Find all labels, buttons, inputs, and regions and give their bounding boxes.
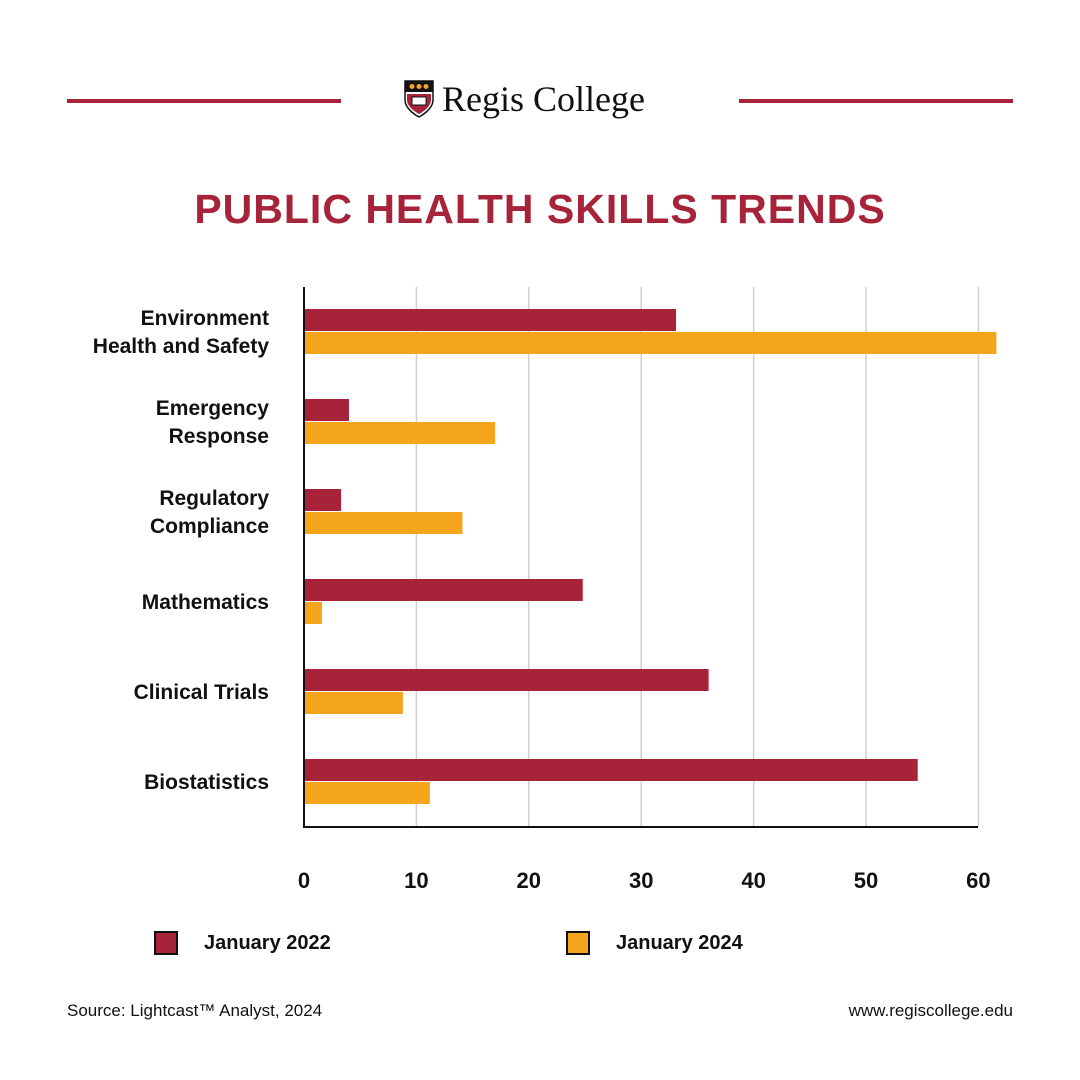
legend-swatch-2022 [154,931,178,955]
x-tick-label: 60 [966,868,990,893]
bar-2024 [304,602,322,624]
header-rule-right [739,99,1013,103]
category-label: Biostatistics [144,771,269,794]
category-label: Clinical Trials [134,681,269,704]
chart-title: PUBLIC HEALTH SKILLS TRENDS [194,186,886,232]
bar-2024 [304,422,496,444]
category-label: Regulatory [159,487,269,510]
category-label: Emergency [156,397,270,420]
bar-2022 [304,579,583,601]
legend-swatch-2024 [566,931,590,955]
category-label: Mathematics [142,591,269,614]
bar-2022 [304,669,709,691]
legend-label-2022: January 2022 [204,931,331,954]
crest-icon [404,80,434,118]
bar-2024 [304,692,403,714]
bar-2024 [304,332,997,354]
logo: Regis College [404,78,645,120]
bar-2024 [304,782,430,804]
x-tick-label: 0 [298,868,310,893]
source-note: Source: Lightcast™ Analyst, 2024 [67,1001,323,1020]
category-label: Health and Safety [93,335,270,358]
legend-item-2022: January 2022 [154,931,331,955]
bar-2022 [304,489,342,511]
bar-2022 [304,309,677,331]
x-tick-label: 50 [854,868,878,893]
bar-2024 [304,512,463,534]
header-rule-left [67,99,341,103]
category-label: Compliance [150,515,269,538]
bar-chart: 0 10 20 30 40 50 60 Environment Health and Safet… [93,287,997,893]
x-tick-label: 20 [517,868,541,893]
website-link[interactable]: www.regiscollege.edu [848,1001,1013,1020]
bar-2022 [304,759,918,781]
bar-2022 [304,399,349,421]
logo-text: Regis College [442,79,645,119]
category-label: Environment [141,307,269,330]
x-tick-label: 30 [629,868,653,893]
legend-item-2024: January 2024 [566,931,743,955]
x-tick-label: 10 [404,868,428,893]
x-tick-label: 40 [741,868,765,893]
category-label: Response [169,425,269,448]
legend-label-2024: January 2024 [616,931,743,954]
